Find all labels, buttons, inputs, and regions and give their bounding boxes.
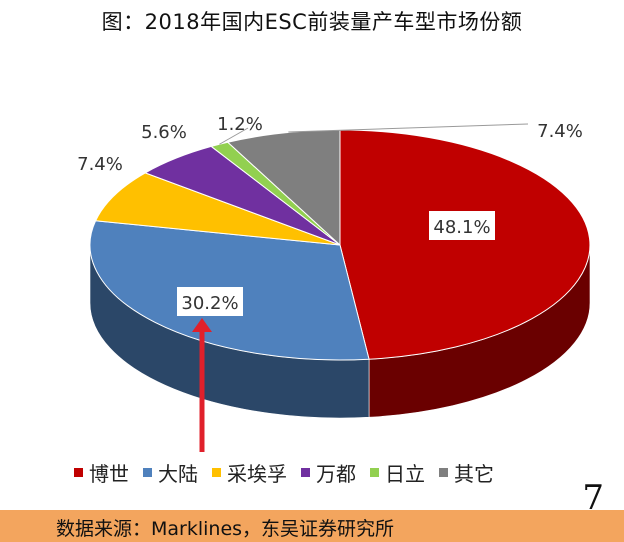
legend-item-大陆: 大陆 <box>143 458 198 487</box>
data-source: 数据来源：Marklines，东吴证券研究所 <box>56 518 395 540</box>
footer-bar: 数据来源：Marklines，东吴证券研究所 <box>0 510 624 542</box>
legend-item-日立: 日立 <box>370 458 425 487</box>
data-label-其它: 7.4% <box>537 121 583 142</box>
leader-line-其它 <box>288 123 529 133</box>
legend-swatch <box>143 468 152 477</box>
legend-swatch <box>370 468 379 477</box>
red-arrow-annotation <box>192 318 212 452</box>
legend-label: 万都 <box>316 462 356 486</box>
legend-label: 日立 <box>385 462 425 486</box>
data-label-box-大陆 <box>177 287 243 316</box>
data-label-box-博世 <box>429 211 495 240</box>
data-label-大陆: 30.2% <box>181 293 238 314</box>
chart-title: 图：2018年国内ESC前装量产车型市场份额 <box>101 10 523 34</box>
legend-swatch <box>74 468 83 477</box>
page-number: 7 <box>582 478 604 518</box>
legend-swatch <box>439 468 448 477</box>
pie-chart: 48.1% 30.2% 7.4% 5.6% 1.2% 7.4% <box>77 114 591 452</box>
chart-legend: 博世 大陆 采埃孚 万都 日立 其它 <box>74 458 494 487</box>
leader-line-日立 <box>219 127 249 145</box>
data-label-博世: 48.1% <box>433 217 490 238</box>
legend-label: 大陆 <box>158 462 198 486</box>
legend-item-采埃孚: 采埃孚 <box>212 458 287 487</box>
legend-label: 博世 <box>89 462 129 486</box>
data-label-采埃孚: 7.4% <box>77 154 123 175</box>
data-label-日立: 1.2% <box>217 114 263 135</box>
legend-item-博世: 博世 <box>74 458 129 487</box>
pie-slice-博世 <box>339 129 591 360</box>
legend-item-其它: 其它 <box>439 458 494 487</box>
pie-slice-采埃孚 <box>94 172 341 246</box>
legend-label: 采埃孚 <box>227 462 287 486</box>
legend-swatch <box>212 468 221 477</box>
legend-item-万都: 万都 <box>301 458 356 487</box>
legend-label: 其它 <box>454 462 494 486</box>
pie-tops <box>89 129 591 361</box>
arrow-head <box>192 318 212 332</box>
legend-swatch <box>301 468 310 477</box>
data-label-万都: 5.6% <box>141 122 187 143</box>
